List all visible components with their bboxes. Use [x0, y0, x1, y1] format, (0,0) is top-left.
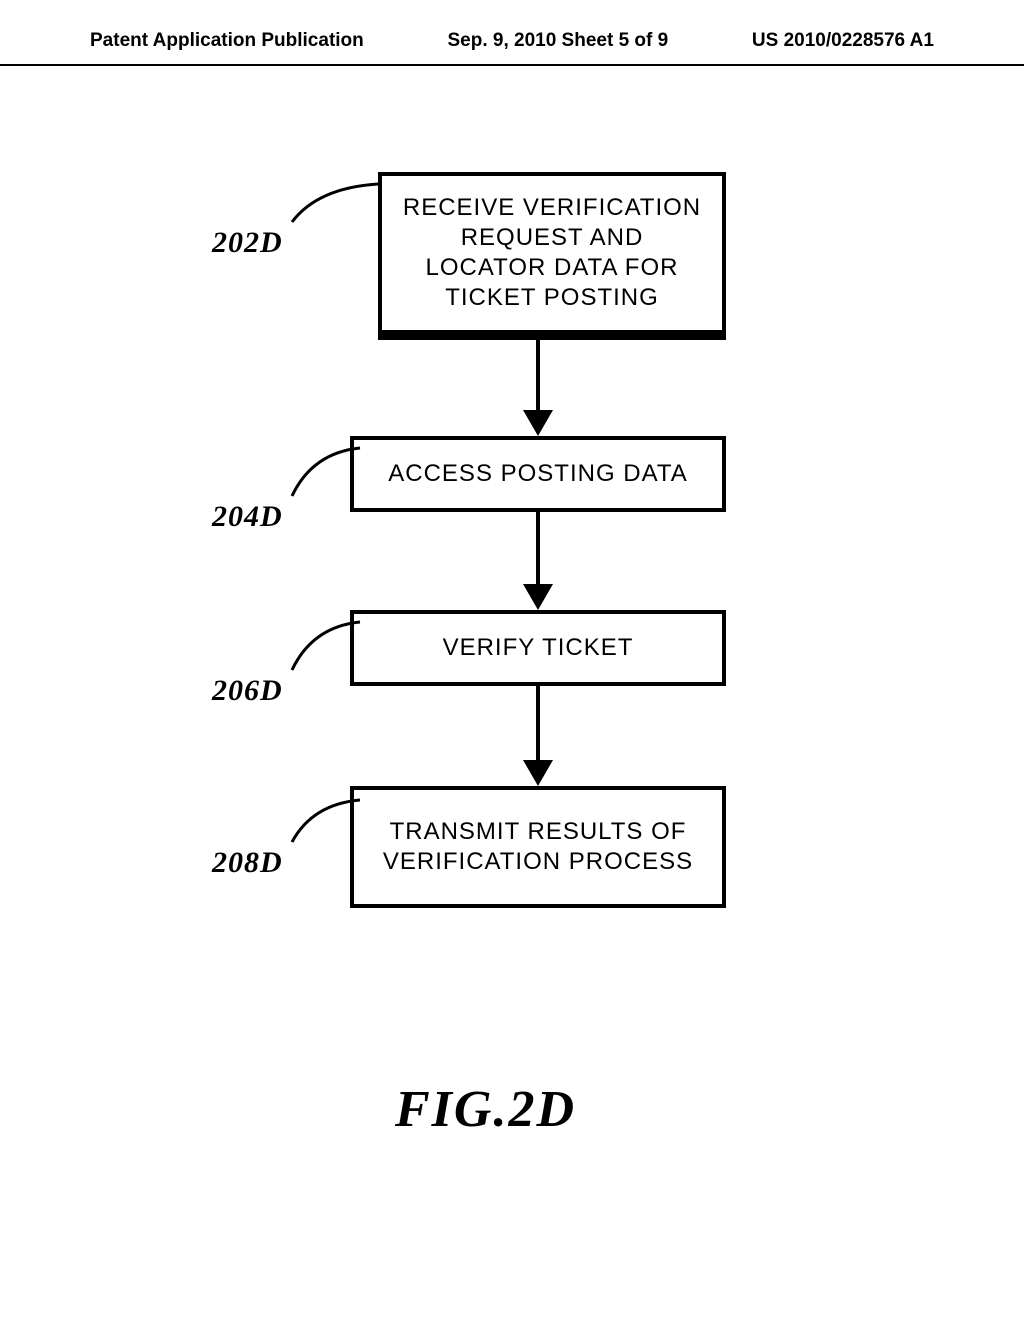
header-left: Patent Application Publication: [90, 30, 364, 52]
reference-numeral: 204D: [212, 500, 283, 534]
flowchart-arrow: [523, 512, 553, 610]
flowchart-box: RECEIVE VERIFICATION REQUEST AND LOCATOR…: [378, 172, 726, 334]
flowchart-box-text: TRANSMIT RESULTS OF VERIFICATION PROCESS: [374, 817, 702, 877]
reference-numeral: 202D: [212, 226, 283, 260]
flowchart-box: VERIFY TICKET: [350, 610, 726, 686]
reference-numeral: 208D: [212, 846, 283, 880]
reference-numeral: 206D: [212, 674, 283, 708]
flowchart-box: TRANSMIT RESULTS OF VERIFICATION PROCESS: [350, 786, 726, 908]
flowchart-box-text: RECEIVE VERIFICATION REQUEST AND LOCATOR…: [402, 193, 702, 313]
flowchart-arrow: [523, 686, 553, 786]
lead-line: [287, 795, 365, 847]
lead-line: [287, 179, 383, 227]
patent-header: Patent Application Publication Sep. 9, 2…: [0, 0, 1024, 66]
figure-title: FIG.2D: [395, 1080, 576, 1139]
lead-line: [287, 443, 365, 501]
flowchart-arrow: [523, 340, 553, 436]
flowchart-box: ACCESS POSTING DATA: [350, 436, 726, 512]
flowchart-box-text: VERIFY TICKET: [443, 633, 634, 663]
flowchart-box-text: ACCESS POSTING DATA: [388, 459, 688, 489]
lead-line: [287, 617, 365, 675]
header-right: US 2010/0228576 A1: [752, 30, 934, 52]
header-center: Sep. 9, 2010 Sheet 5 of 9: [447, 30, 668, 52]
